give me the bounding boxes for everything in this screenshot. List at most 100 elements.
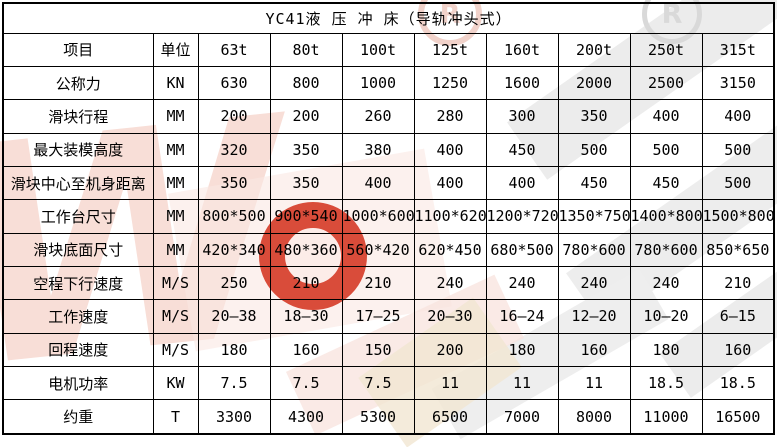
value-cell: 16—24	[485, 299, 559, 334]
value-cell: 20—38	[197, 299, 271, 334]
value-cell: 1400*800	[629, 199, 703, 234]
value-cell: 450	[557, 165, 631, 201]
value-cell: 1250	[413, 65, 487, 101]
table-row: 约重 T 3300 4300 5300 6500 7000 8000 11000 16500	[2, 399, 775, 435]
value-cell: 680*500	[485, 232, 559, 267]
value-cell: 1000*600	[341, 199, 415, 234]
row-unit-cell: MM	[152, 132, 199, 167]
row-label-cell: 回程速度	[2, 332, 154, 367]
table-row: 滑块行程 MM 200 200 260 280 300 350 400 400	[2, 99, 775, 134]
header-model-cell: 80t	[269, 32, 343, 67]
value-cell: 4300	[269, 399, 343, 435]
value-cell: 250	[197, 265, 271, 301]
header-item-cell: 项目	[2, 32, 154, 67]
table-row: 电机功率 KW 7.5 7.5 7.5 11 11 11 18.5 18.5	[2, 365, 775, 401]
row-unit-cell: KW	[152, 365, 199, 401]
value-cell: 240	[485, 265, 559, 301]
header-model-cell: 63t	[197, 32, 271, 67]
row-unit-cell: M/S	[152, 332, 199, 367]
value-cell: 1600	[485, 65, 559, 101]
table-row: 回程速度 M/S 180 160 150 200 180 160 180 160	[2, 332, 775, 367]
value-cell: 1350*750	[557, 199, 631, 234]
value-cell: 2000	[557, 65, 631, 101]
value-cell: 620*450	[413, 232, 487, 267]
row-label-cell: 滑块底面尺寸	[2, 232, 154, 267]
row-unit-cell: M/S	[152, 265, 199, 301]
row-unit-cell: MM	[152, 99, 199, 134]
value-cell: 5300	[341, 399, 415, 435]
value-cell: 780*600	[557, 232, 631, 267]
row-unit-cell: MM	[152, 199, 199, 234]
value-cell: 7.5	[197, 365, 271, 401]
value-cell: 780*600	[629, 232, 703, 267]
row-label-cell: 滑块中心至机身距离	[2, 165, 154, 201]
value-cell: 350	[197, 165, 271, 201]
value-cell: 200	[413, 332, 487, 367]
header-unit-cell: 单位	[152, 32, 199, 67]
value-cell: 260	[341, 99, 415, 134]
value-cell: 420*340	[197, 232, 271, 267]
value-cell: 6—15	[701, 299, 775, 334]
value-cell: 18.5	[629, 365, 703, 401]
row-label-cell: 约重	[2, 399, 154, 435]
header-model-cell: 250t	[629, 32, 703, 67]
value-cell: 20—30	[413, 299, 487, 334]
value-cell: 350	[269, 132, 343, 167]
value-cell: 400	[701, 99, 775, 134]
row-unit-cell: MM	[152, 165, 199, 201]
value-cell: 7.5	[341, 365, 415, 401]
value-cell: 800*500	[197, 199, 271, 234]
value-cell: 1500*800	[701, 199, 775, 234]
value-cell: 210	[269, 265, 343, 301]
value-cell: 450	[629, 165, 703, 201]
value-cell: 850*650	[701, 232, 775, 267]
value-cell: 7000	[485, 399, 559, 435]
table-row: 工作速度 M/S 20—38 18—30 17—25 20—30 16—24 12—20 10—…	[2, 299, 775, 334]
table-row: 工作台尺寸 MM 800*500 900*540 1000*600 1100*620 120…	[2, 199, 775, 234]
row-label-cell: 滑块行程	[2, 99, 154, 134]
value-cell: 200	[269, 99, 343, 134]
value-cell: 400	[341, 165, 415, 201]
table-title: YC41液 压 冲 床（导轨冲头式）	[2, 2, 775, 34]
value-cell: 480*360	[269, 232, 343, 267]
row-label-cell: 工作台尺寸	[2, 199, 154, 234]
value-cell: 380	[341, 132, 415, 167]
value-cell: 2500	[629, 65, 703, 101]
table-row: 公称力 KN 630 800 1000 1250 1600 2000 2500 3150	[2, 65, 775, 101]
value-cell: 900*540	[269, 199, 343, 234]
header-model-cell: 200t	[557, 32, 631, 67]
value-cell: 350	[557, 99, 631, 134]
row-label-cell: 电机功率	[2, 365, 154, 401]
header-row: 项目 单位 63t 80t 100t 125t 160t 200t 250t 315t	[2, 32, 775, 67]
value-cell: 11	[485, 365, 559, 401]
value-cell: 10—20	[629, 299, 703, 334]
value-cell: 18—30	[269, 299, 343, 334]
value-cell: 500	[629, 132, 703, 167]
value-cell: 16500	[701, 399, 775, 435]
table-row: 空程下行速度 M/S 250 210 210 240 240 240 240 210	[2, 265, 775, 301]
value-cell: 7.5	[269, 365, 343, 401]
value-cell: 210	[341, 265, 415, 301]
row-label-cell: 最大装模高度	[2, 132, 154, 167]
value-cell: 11000	[629, 399, 703, 435]
value-cell: 160	[701, 332, 775, 367]
table-body: YC41液 压 冲 床（导轨冲头式） 项目 单位 63t 80t 100t 125t 160…	[2, 2, 775, 435]
value-cell: 500	[701, 165, 775, 201]
value-cell: 3150	[701, 65, 775, 101]
table-row: 最大装模高度 MM 320 350 380 400 450 500 500 500	[2, 132, 775, 167]
value-cell: 12—20	[557, 299, 631, 334]
value-cell: 400	[413, 132, 487, 167]
value-cell: 150	[341, 332, 415, 367]
value-cell: 560*420	[341, 232, 415, 267]
value-cell: 450	[485, 132, 559, 167]
row-unit-cell: MM	[152, 232, 199, 267]
value-cell: 630	[197, 65, 271, 101]
row-label-cell: 工作速度	[2, 299, 154, 334]
value-cell: 240	[629, 265, 703, 301]
header-model-cell: 125t	[413, 32, 487, 67]
value-cell: 500	[557, 132, 631, 167]
spec-table: YC41液 压 冲 床（导轨冲头式） 项目 单位 63t 80t 100t 125t 160…	[2, 2, 776, 435]
value-cell: 210	[701, 265, 775, 301]
value-cell: 180	[629, 332, 703, 367]
